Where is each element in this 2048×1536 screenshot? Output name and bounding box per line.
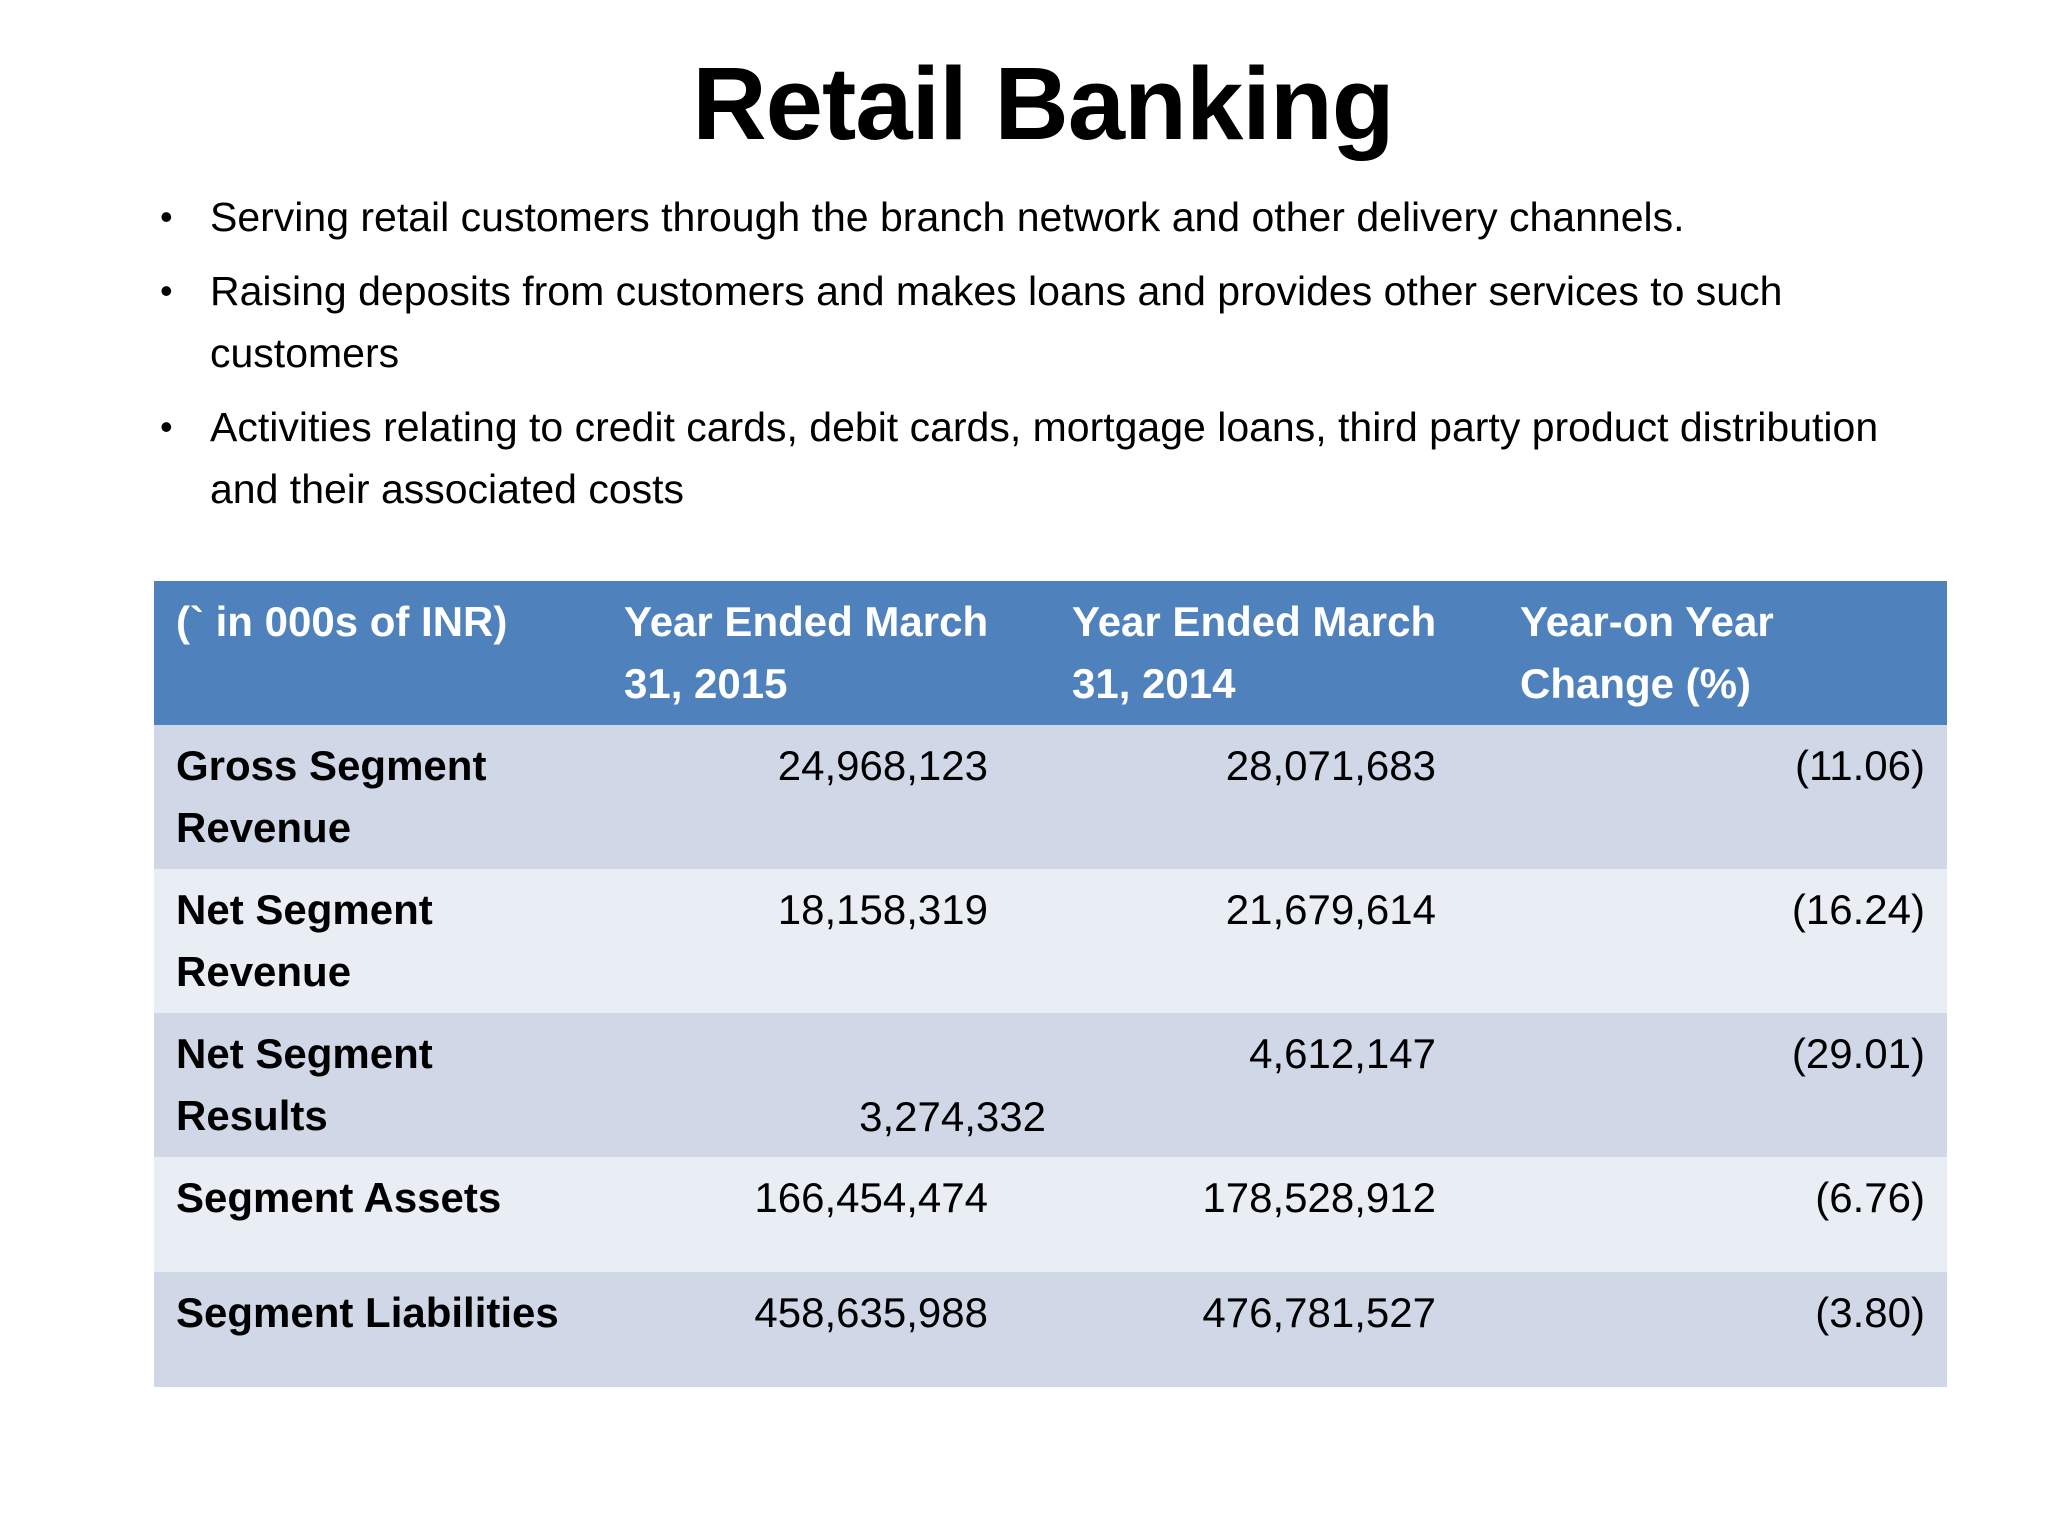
bullet-item: • Serving retail customers through the b… bbox=[150, 186, 1950, 248]
bullet-dot-icon: • bbox=[160, 406, 173, 447]
bullet-item: • Activities relating to credit cards, d… bbox=[150, 396, 1950, 520]
cell-change: (3.80) bbox=[1815, 1289, 1925, 1336]
bullet-text: Activities relating to credit cards, deb… bbox=[210, 404, 1879, 512]
row-label: Net Segment Results bbox=[176, 1030, 433, 1139]
cell-fy2014: 476,781,527 bbox=[1202, 1289, 1436, 1336]
table-row: Net Segment Results 3,274,332 4,612,147 … bbox=[154, 1013, 1947, 1157]
cell-fy2015: 166,454,474 bbox=[754, 1174, 988, 1221]
bullet-item: • Raising deposits from customers and ma… bbox=[150, 260, 1950, 384]
table-row: Segment Liabilities 458,635,988 476,781,… bbox=[154, 1272, 1947, 1387]
cell-change: (29.01) bbox=[1791, 1030, 1925, 1077]
slide-title: Retail Banking bbox=[692, 46, 1394, 161]
cell-fy2014: 28,071,683 bbox=[1225, 742, 1436, 789]
bullet-text: Raising deposits from customers and make… bbox=[210, 268, 1783, 376]
cell-change: (6.76) bbox=[1815, 1174, 1925, 1221]
cell-fy2015: 458,635,988 bbox=[754, 1289, 988, 1336]
table-row: Segment Assets 166,454,474 178,528,912 (… bbox=[154, 1157, 1947, 1272]
cell-fy2014: 4,612,147 bbox=[1249, 1030, 1436, 1077]
table-row: Net Segment Revenue 18,158,319 21,679,61… bbox=[154, 869, 1947, 1013]
cell-fy2014: 178,528,912 bbox=[1202, 1174, 1436, 1221]
row-label: Segment Assets bbox=[176, 1174, 502, 1221]
cell-fy2015: 18,158,319 bbox=[777, 886, 988, 933]
bullet-text: Serving retail customers through the bra… bbox=[210, 194, 1685, 240]
row-label: Segment Liabilities bbox=[176, 1289, 559, 1336]
cell-fy2015: 24,968,123 bbox=[777, 742, 988, 789]
row-label: Net Segment Revenue bbox=[176, 886, 433, 995]
table-row: Gross Segment Revenue 24,968,123 28,071,… bbox=[154, 725, 1947, 869]
bullet-dot-icon: • bbox=[160, 270, 173, 311]
header-change: Year-on Year Change (%) bbox=[1520, 598, 1774, 707]
header-units: (` in 000s of INR) bbox=[176, 598, 508, 645]
bullet-dot-icon: • bbox=[160, 196, 173, 237]
table-header-row: (` in 000s of INR) Year Ended March 31, … bbox=[154, 581, 1947, 725]
header-fy2015: Year Ended March 31, 2015 bbox=[624, 598, 989, 707]
segment-table: (` in 000s of INR) Year Ended March 31, … bbox=[154, 581, 1947, 1387]
cell-fy2014: 21,679,614 bbox=[1225, 886, 1436, 933]
row-label: Gross Segment Revenue bbox=[176, 742, 487, 851]
bullet-list: • Serving retail customers through the b… bbox=[150, 186, 1950, 532]
header-fy2014: Year Ended March 31, 2014 bbox=[1072, 598, 1437, 707]
cell-change: (11.06) bbox=[1795, 742, 1925, 789]
cell-change: (16.24) bbox=[1791, 886, 1925, 933]
cell-fy2015: 3,274,332 bbox=[859, 1093, 1046, 1140]
